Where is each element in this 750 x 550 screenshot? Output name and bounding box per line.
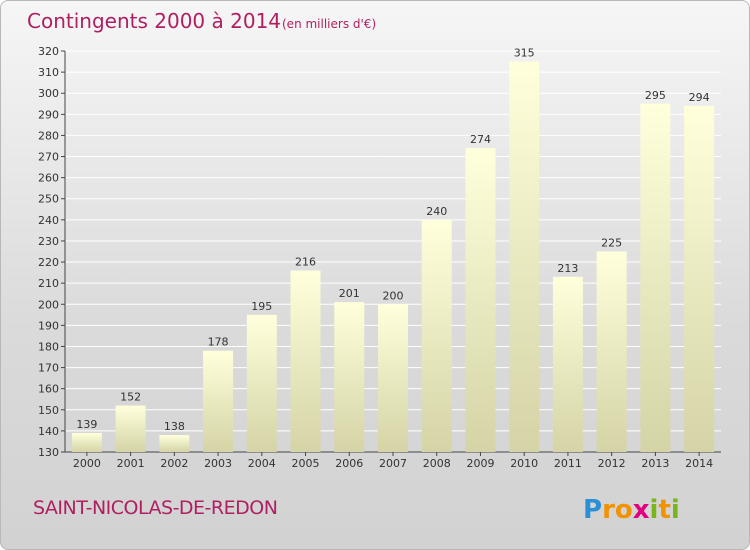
- y-tick-label: 280: [38, 129, 59, 142]
- logo-letter: i: [650, 495, 659, 525]
- y-tick-label: 310: [38, 66, 59, 79]
- y-tick-label: 260: [38, 172, 59, 185]
- bar-2003: [203, 350, 234, 452]
- y-tick-label: 150: [38, 404, 59, 417]
- data-label-2000: 139: [76, 418, 97, 431]
- logo-letter: t: [658, 495, 670, 525]
- y-tick-label: 320: [38, 45, 59, 58]
- data-label-2009: 274: [470, 133, 491, 146]
- x-tick-label-2010: 2010: [510, 457, 538, 470]
- bar-2005: [290, 270, 321, 452]
- bar-2011: [552, 276, 583, 452]
- data-label-2006: 201: [339, 287, 360, 300]
- data-label-2005: 216: [295, 255, 316, 268]
- y-tick-label: 290: [38, 108, 59, 121]
- bar-2000: [71, 433, 102, 452]
- y-tick-label: 300: [38, 87, 59, 100]
- y-tick-label: 220: [38, 256, 59, 269]
- logo-letter: o: [615, 495, 633, 525]
- bar-2006: [334, 302, 365, 452]
- y-axis: 130 140 150 160 170 180 190 200 210 220 230 240 250 2…: [38, 45, 65, 459]
- x-tick-label-2013: 2013: [641, 457, 669, 470]
- x-tick-label-2003: 2003: [204, 457, 232, 470]
- x-tick-label-2002: 2002: [160, 457, 188, 470]
- x-tick-label-2011: 2011: [554, 457, 582, 470]
- logo-letter: r: [602, 495, 615, 525]
- y-tick-label: 250: [38, 193, 59, 206]
- bar-2009: [465, 148, 496, 452]
- commune-name: SAINT-NICOLAS-DE-REDON: [33, 497, 277, 519]
- y-tick-label: 200: [38, 298, 59, 311]
- x-tick-label-2008: 2008: [423, 457, 451, 470]
- chart-title: Contingents 2000 à 2014: [27, 9, 281, 33]
- bars: 139 152 138 178 195 216 201 200 240 274 315 213 225 2…: [71, 47, 715, 453]
- y-tick-label: 230: [38, 235, 59, 248]
- x-tick-label-2009: 2009: [466, 457, 494, 470]
- y-tick-label: 270: [38, 151, 59, 164]
- data-label-2014: 294: [689, 91, 710, 104]
- x-tick-label-2001: 2001: [117, 457, 145, 470]
- data-label-2007: 200: [383, 289, 404, 302]
- x-tick-label-2000: 2000: [73, 457, 101, 470]
- y-tick-label: 160: [38, 383, 59, 396]
- data-label-2003: 178: [208, 336, 229, 349]
- y-tick-label: 170: [38, 362, 59, 375]
- logo-letter: x: [633, 495, 650, 525]
- y-tick-label: 130: [38, 446, 59, 459]
- x-axis: 2000 2001 2002 2003 2004 2005 2006 2007 2008 2009…: [73, 452, 713, 470]
- y-tick-label: 190: [38, 319, 59, 332]
- y-tick-label: 140: [38, 425, 59, 438]
- bar-2008: [421, 219, 452, 452]
- data-label-2001: 152: [120, 391, 141, 404]
- proxiti-logo: Proxiti: [583, 495, 680, 525]
- bar-2004: [246, 314, 277, 452]
- bar-2001: [115, 405, 146, 452]
- bar-2010: [509, 61, 540, 452]
- x-tick-label-2012: 2012: [598, 457, 626, 470]
- y-tick-label: 240: [38, 214, 59, 227]
- data-label-2012: 225: [601, 237, 622, 250]
- x-tick-label-2004: 2004: [248, 457, 276, 470]
- data-label-2010: 315: [514, 47, 535, 60]
- x-tick-label-2006: 2006: [335, 457, 363, 470]
- data-label-2002: 138: [164, 420, 185, 433]
- bar-2012: [596, 251, 627, 452]
- chart-subtitle: (en milliers d'€): [282, 17, 376, 31]
- logo-letter: P: [583, 495, 602, 525]
- y-tick-label: 180: [38, 340, 59, 353]
- x-tick-label-2014: 2014: [685, 457, 713, 470]
- data-label-2013: 295: [645, 89, 666, 102]
- data-label-2004: 195: [251, 300, 272, 313]
- bar-2002: [159, 435, 190, 452]
- y-tick-label: 210: [38, 277, 59, 290]
- bar-2007: [378, 304, 408, 452]
- logo-letter: i: [671, 495, 680, 525]
- bar-2014: [684, 105, 715, 452]
- x-tick-label-2005: 2005: [292, 457, 320, 470]
- bar-2013: [640, 103, 671, 453]
- data-label-2011: 213: [557, 262, 578, 275]
- x-tick-label-2007: 2007: [379, 457, 407, 470]
- gridlines: [65, 50, 721, 453]
- data-label-2008: 240: [426, 205, 447, 218]
